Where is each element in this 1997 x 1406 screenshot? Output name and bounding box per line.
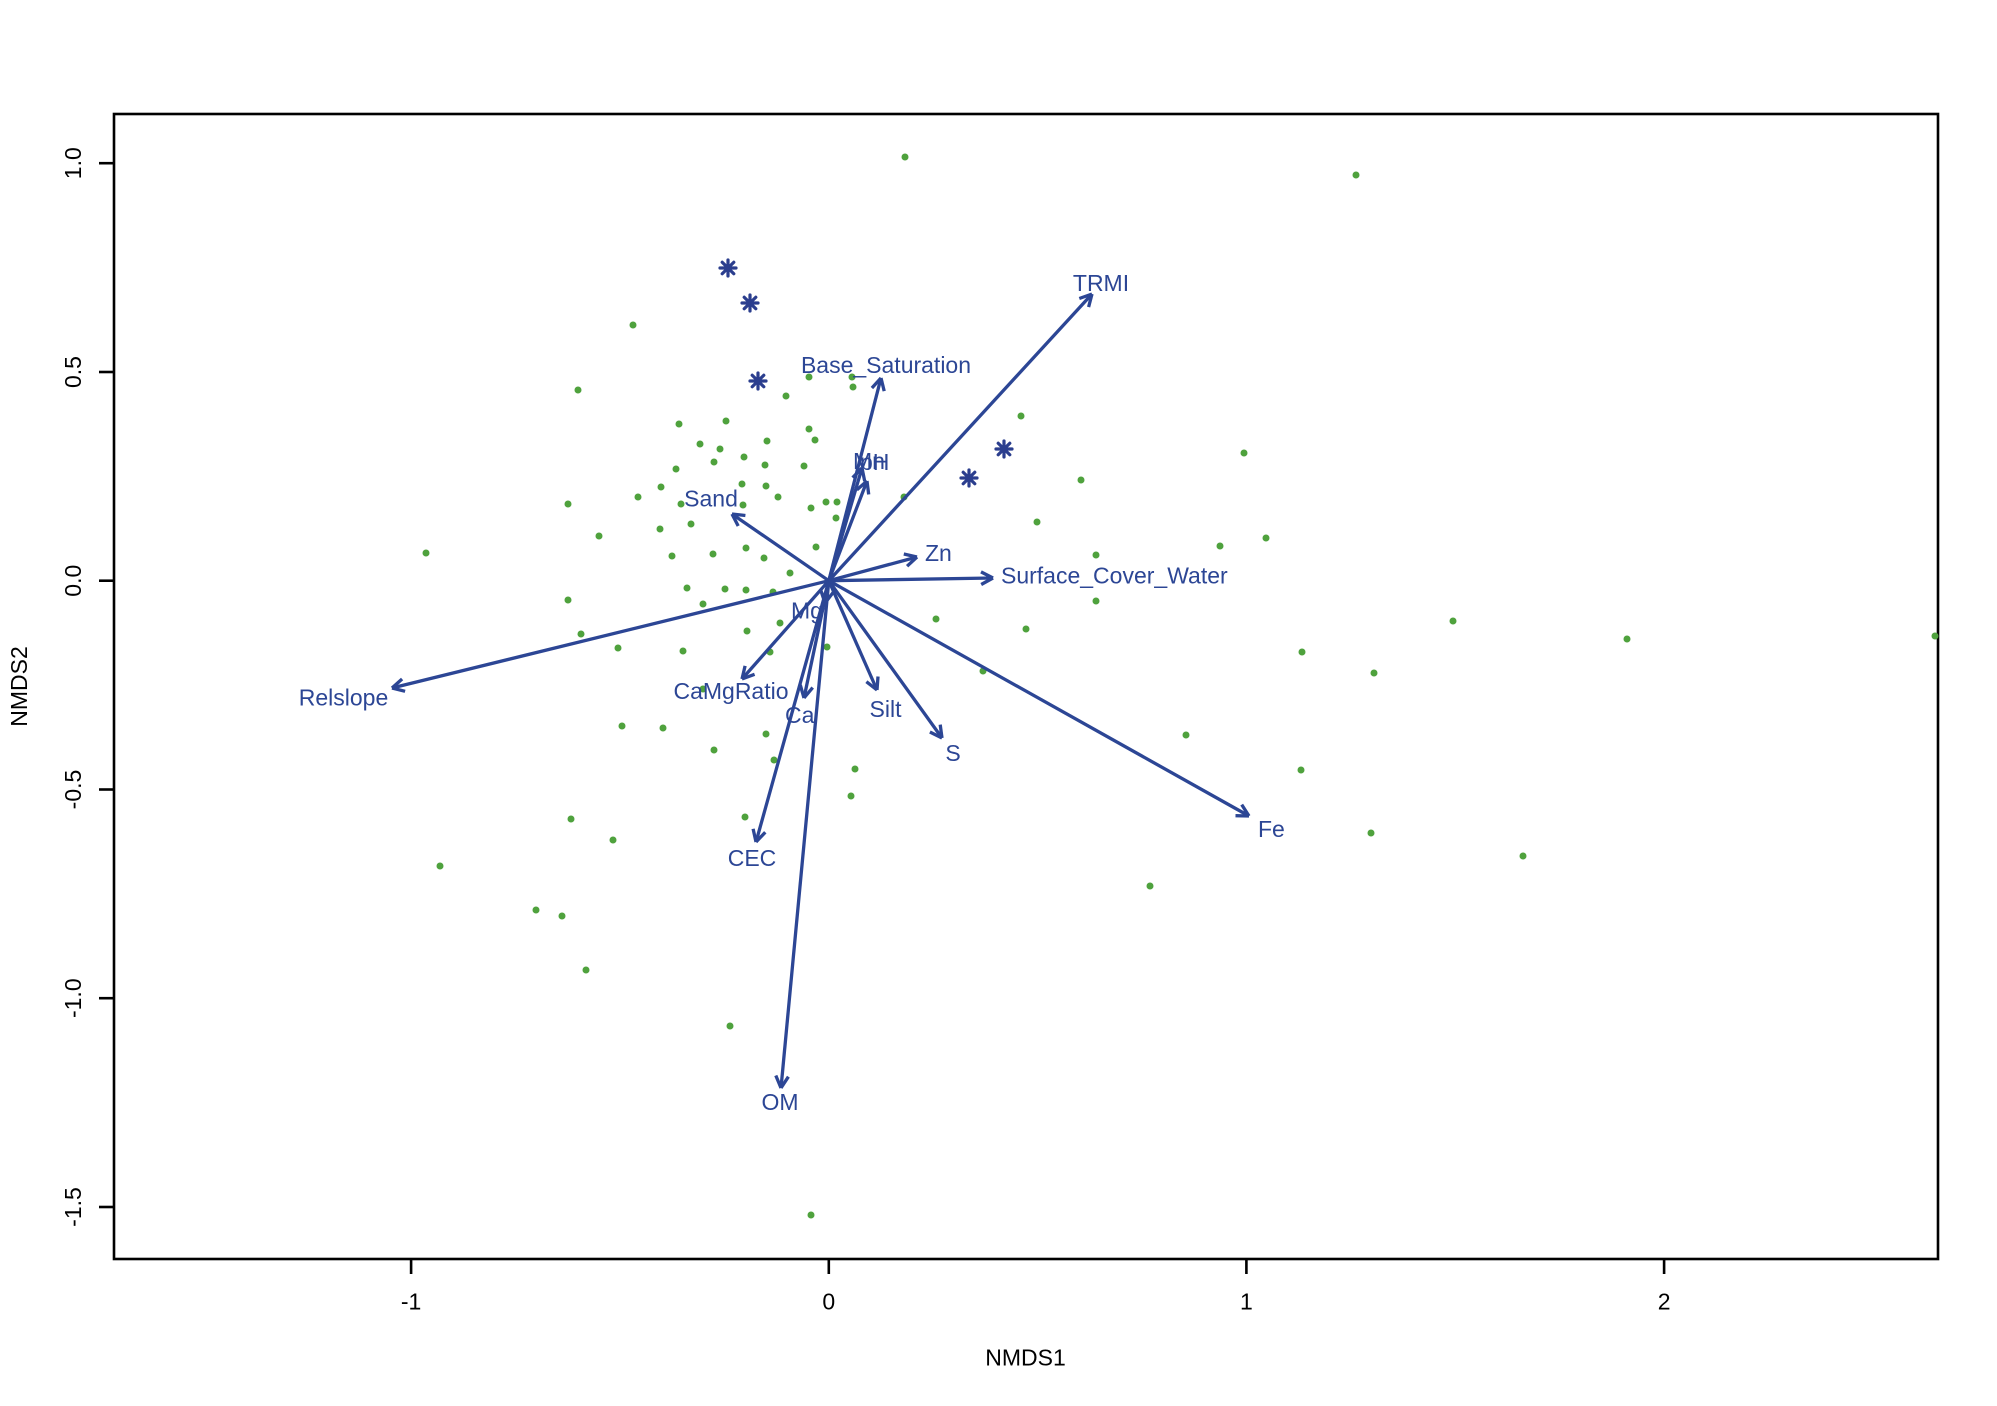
svg-text:OM: OM (761, 1089, 798, 1115)
svg-text:TRMI: TRMI (1073, 270, 1129, 296)
svg-text:Mg: Mg (791, 598, 823, 624)
svg-text:Ca: Ca (785, 702, 815, 728)
svg-text:-1.5: -1.5 (60, 1187, 86, 1227)
svg-text:CaMgRatio: CaMgRatio (673, 678, 788, 704)
svg-text:-1: -1 (401, 1289, 421, 1315)
svg-text:-1.0: -1.0 (60, 978, 86, 1018)
svg-text:0.0: 0.0 (60, 565, 86, 597)
svg-text:NMDS1: NMDS1 (985, 1345, 1066, 1371)
svg-text:0: 0 (822, 1289, 835, 1315)
svg-text:0.5: 0.5 (60, 356, 86, 388)
svg-text:1.0: 1.0 (60, 147, 86, 179)
svg-text:Fe: Fe (1258, 816, 1285, 842)
svg-text:NMDS2: NMDS2 (6, 646, 32, 727)
svg-text:Zn: Zn (925, 540, 952, 566)
svg-text:CEC: CEC (728, 845, 777, 871)
svg-text:Base_Saturation: Base_Saturation (801, 352, 971, 378)
svg-text:Sand: Sand (684, 486, 738, 512)
svg-text:S: S (945, 740, 960, 766)
svg-text:Silt: Silt (870, 696, 903, 722)
svg-text:Relslope: Relslope (299, 685, 389, 711)
svg-text:-0.5: -0.5 (60, 770, 86, 810)
svg-text:2: 2 (1658, 1289, 1671, 1315)
svg-text:Surface_Cover_Water: Surface_Cover_Water (1001, 563, 1228, 589)
svg-text:1: 1 (1240, 1289, 1253, 1315)
svg-text:pH: pH (860, 449, 889, 475)
